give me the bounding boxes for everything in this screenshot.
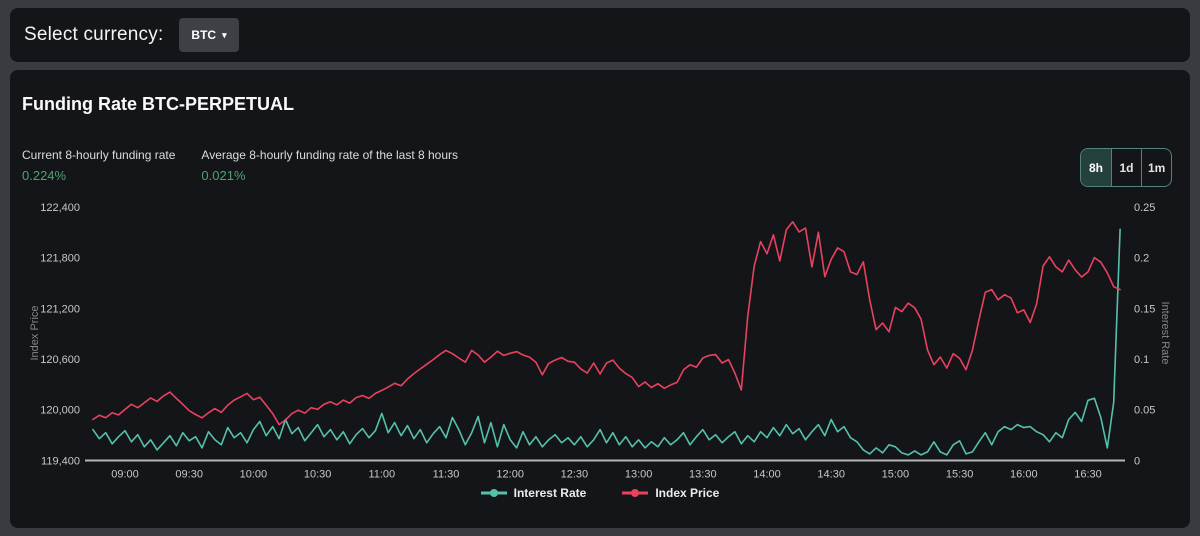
svg-text:119,400: 119,400 bbox=[41, 455, 80, 467]
svg-text:121,800: 121,800 bbox=[40, 253, 80, 265]
current-funding-rate-value: 0.224% bbox=[22, 168, 67, 183]
page-title: Funding Rate BTC-PERPETUAL bbox=[22, 94, 294, 114]
average-funding-rate-label: Average 8-hourly funding rate of the las… bbox=[201, 148, 459, 162]
currency-bar: Select currency: BTC ▾ bbox=[10, 8, 1190, 62]
chart-legend: Interest Rate Index Price bbox=[10, 486, 1190, 500]
svg-text:120,600: 120,600 bbox=[40, 354, 80, 366]
svg-text:10:00: 10:00 bbox=[240, 469, 268, 481]
current-funding-rate-stat: Current 8-hourly funding rate 0.224% bbox=[22, 148, 175, 183]
svg-text:12:00: 12:00 bbox=[496, 469, 524, 481]
svg-text:0.2: 0.2 bbox=[1134, 253, 1149, 265]
svg-text:14:00: 14:00 bbox=[753, 469, 781, 481]
svg-text:09:00: 09:00 bbox=[111, 469, 139, 481]
legend-interest-rate-label: Interest Rate bbox=[513, 486, 587, 500]
funding-rate-panel: Funding Rate BTC-PERPETUAL Current 8-hou… bbox=[10, 70, 1190, 528]
svg-text:15:30: 15:30 bbox=[946, 469, 974, 481]
legend-index-price[interactable]: Index Price bbox=[622, 486, 719, 500]
svg-text:11:00: 11:00 bbox=[368, 469, 395, 481]
timeframe-8h-button[interactable]: 8h bbox=[1081, 149, 1111, 186]
select-currency-label: Select currency: bbox=[24, 24, 164, 45]
funding-rate-chart[interactable]: 122,400 121,800 121,200 120,600 120,000 119,4… bbox=[10, 190, 1190, 490]
svg-text:122,400: 122,400 bbox=[40, 202, 80, 214]
current-funding-rate-label: Current 8-hourly funding rate bbox=[22, 148, 176, 162]
svg-text:15:00: 15:00 bbox=[882, 469, 910, 481]
svg-text:120,000: 120,000 bbox=[40, 405, 80, 417]
svg-text:10:30: 10:30 bbox=[304, 469, 332, 481]
svg-text:13:00: 13:00 bbox=[625, 469, 653, 481]
svg-text:0.1: 0.1 bbox=[1134, 354, 1149, 366]
index-price-marker-icon bbox=[622, 489, 649, 497]
legend-index-price-label: Index Price bbox=[655, 486, 720, 500]
chevron-down-icon: ▾ bbox=[222, 29, 227, 40]
currency-value: BTC bbox=[191, 28, 217, 42]
svg-text:16:30: 16:30 bbox=[1074, 469, 1102, 481]
svg-text:121,200: 121,200 bbox=[40, 303, 80, 315]
svg-text:13:30: 13:30 bbox=[689, 469, 717, 481]
svg-text:Interest Rate: Interest Rate bbox=[1159, 302, 1171, 365]
average-funding-rate-value: 0.021% bbox=[201, 168, 246, 183]
svg-text:0.15: 0.15 bbox=[1134, 303, 1155, 315]
svg-text:0.05: 0.05 bbox=[1134, 405, 1155, 417]
svg-text:16:00: 16:00 bbox=[1010, 469, 1038, 481]
legend-interest-rate[interactable]: Interest Rate bbox=[480, 486, 587, 500]
timeframe-1m-button[interactable]: 1m bbox=[1141, 149, 1171, 186]
timeframe-group: 8h 1d 1m bbox=[1080, 148, 1172, 187]
timeframe-1d-button[interactable]: 1d bbox=[1111, 149, 1141, 186]
svg-text:Index Price: Index Price bbox=[29, 305, 41, 360]
funding-stats: Current 8-hourly funding rate 0.224% Ave… bbox=[22, 148, 458, 183]
svg-text:11:30: 11:30 bbox=[433, 469, 460, 481]
svg-text:09:30: 09:30 bbox=[175, 469, 203, 481]
currency-dropdown[interactable]: BTC ▾ bbox=[179, 18, 239, 52]
svg-text:14:30: 14:30 bbox=[817, 469, 845, 481]
svg-text:0: 0 bbox=[1134, 455, 1140, 467]
svg-text:0.25: 0.25 bbox=[1134, 202, 1155, 214]
average-funding-rate-stat: Average 8-hourly funding rate of the las… bbox=[201, 148, 458, 183]
svg-text:12:30: 12:30 bbox=[561, 469, 589, 481]
interest-rate-marker-icon bbox=[480, 489, 507, 497]
